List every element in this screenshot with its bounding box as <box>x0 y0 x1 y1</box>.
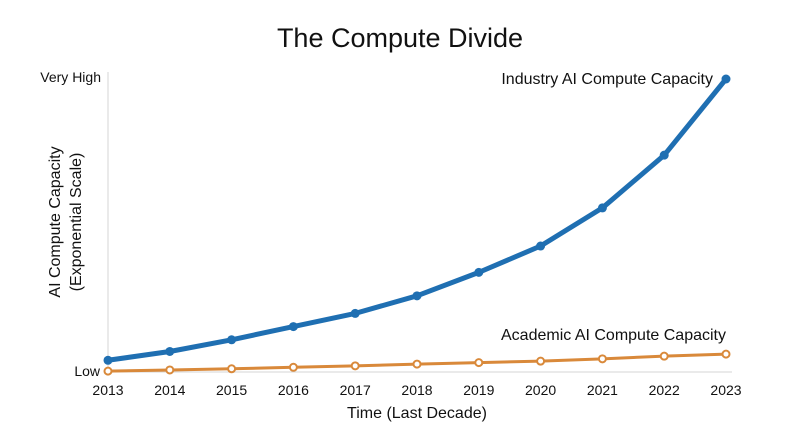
data-point-industry-2016 <box>288 322 298 332</box>
series-layer <box>103 74 731 376</box>
data-point-academic-2018 <box>412 359 422 369</box>
data-point-academic-2016 <box>288 362 298 372</box>
data-point-academic-2022 <box>659 351 669 361</box>
data-point-industry-2020 <box>536 241 546 251</box>
x-tick-label-2022: 2022 <box>649 382 680 398</box>
x-axis-label: Time (Last Decade) <box>347 405 487 422</box>
data-point-academic-2017 <box>350 361 360 371</box>
data-point-academic-2023 <box>721 349 731 359</box>
series-label-industry: Industry AI Compute Capacity <box>501 71 713 88</box>
x-tick-label-2019: 2019 <box>463 382 494 398</box>
data-point-industry-2022 <box>659 150 669 160</box>
data-point-industry-2015 <box>227 335 237 345</box>
data-point-academic-2019 <box>474 358 484 368</box>
x-tick-label-2021: 2021 <box>587 382 618 398</box>
x-tick-label-2018: 2018 <box>401 382 432 398</box>
x-tick-label-2020: 2020 <box>525 382 556 398</box>
series-line-industry <box>105 76 729 363</box>
y-axis-label: AI Compute Capacity (Exponential Scale) <box>47 146 85 297</box>
data-point-industry-2018 <box>412 291 422 301</box>
chart-title: The Compute Divide <box>277 23 523 53</box>
data-point-academic-2014 <box>165 365 175 375</box>
y-axis-label-line-1: AI Compute Capacity <box>47 146 64 297</box>
data-point-industry-2023 <box>721 74 731 84</box>
x-tick-label-2013: 2013 <box>92 382 123 398</box>
data-point-academic-2013 <box>103 366 113 376</box>
data-point-industry-2019 <box>474 267 484 277</box>
x-tick-label-2023: 2023 <box>710 382 741 398</box>
x-tick-label-2015: 2015 <box>216 382 247 398</box>
x-tick-label-2014: 2014 <box>154 382 185 398</box>
x-tick-label-2017: 2017 <box>340 382 371 398</box>
data-point-academic-2020 <box>536 356 546 366</box>
data-point-academic-2021 <box>597 354 607 364</box>
data-point-industry-2021 <box>597 203 607 213</box>
x-tick-label-2016: 2016 <box>278 382 309 398</box>
x-tick-labels: 2013 2014 2015 2016 2017 2018 2019 2020 2021 2022… <box>92 382 741 398</box>
y-axis-label-line-2: (Exponential Scale) <box>68 153 85 292</box>
series-label-academic: Academic AI Compute Capacity <box>501 327 726 344</box>
data-point-academic-2015 <box>227 364 237 374</box>
data-point-industry-2017 <box>350 308 360 318</box>
data-point-industry-2014 <box>165 346 175 356</box>
y-tick-label-very-high: Very High <box>40 69 101 85</box>
y-tick-label-low: Low <box>74 363 101 379</box>
data-point-industry-2013 <box>103 355 113 365</box>
